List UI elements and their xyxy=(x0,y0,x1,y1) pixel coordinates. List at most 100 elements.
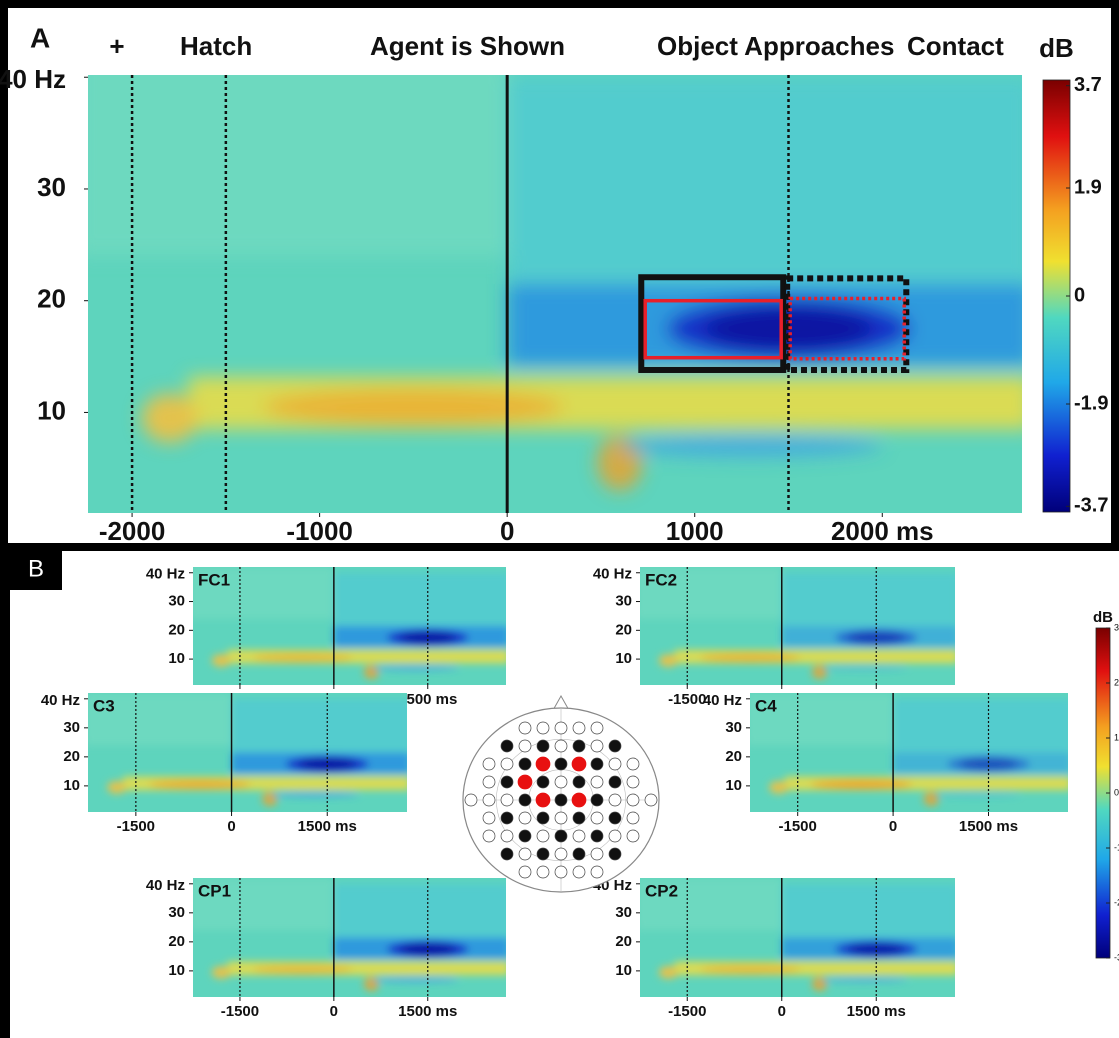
electrode xyxy=(500,757,514,771)
y-tick-label: 10 xyxy=(725,777,742,794)
electrode xyxy=(500,793,514,807)
y-tick-label: 10 xyxy=(615,962,632,979)
x-tick-label: 2000 ms xyxy=(831,516,934,546)
electrode xyxy=(536,865,550,879)
y-tick-label: 20 xyxy=(615,933,632,950)
electrode xyxy=(518,757,532,771)
spectrogram-blobs xyxy=(640,878,955,992)
electrode xyxy=(590,721,604,735)
electrode xyxy=(536,829,550,843)
electrode xyxy=(608,811,622,825)
x-tick-label: -1500 xyxy=(668,691,706,708)
colorbar-title: dB xyxy=(1039,33,1074,63)
spectral-blob xyxy=(107,780,127,794)
electrode xyxy=(590,739,604,753)
spectral-blob xyxy=(371,664,460,671)
spectral-blob xyxy=(141,393,198,443)
roi-box xyxy=(784,275,910,373)
spectrogram-blobs xyxy=(193,878,506,992)
electrode xyxy=(590,829,604,843)
x-tick-label: -1000 xyxy=(286,516,353,546)
y-tick-label: 30 xyxy=(725,719,742,736)
event-label: Object Approaches xyxy=(657,31,894,61)
electrode xyxy=(500,811,514,825)
electrode xyxy=(518,865,532,879)
colorbar-tick-label: 1.9 xyxy=(1074,176,1102,198)
spectral-blob xyxy=(399,943,456,955)
electrode xyxy=(518,829,532,843)
spectrogram xyxy=(193,878,506,997)
spectral-blob xyxy=(88,75,508,257)
spectral-blob xyxy=(810,779,913,790)
electrode xyxy=(554,757,568,771)
x-tick-label: -1500 xyxy=(221,1003,259,1020)
spectral-blob xyxy=(252,653,353,663)
y-tick-label: 30 xyxy=(615,904,632,921)
panel-b-frame xyxy=(0,547,10,1038)
roi-box xyxy=(638,274,787,373)
x-tick-label: -1500 xyxy=(117,818,155,835)
electrode xyxy=(554,775,568,789)
x-tick-label: 1500 ms xyxy=(298,818,357,835)
electrode xyxy=(572,811,586,825)
spectrogram-blobs xyxy=(750,693,1068,807)
spectrogram-blobs xyxy=(88,693,407,807)
subplot-title: FC1 xyxy=(198,570,230,589)
electrode xyxy=(482,757,496,771)
electrode xyxy=(518,739,532,753)
spectral-blob xyxy=(193,878,334,931)
panel-a-frame xyxy=(0,0,1119,551)
spectral-blob xyxy=(847,943,905,955)
panel-label: B xyxy=(28,555,44,582)
spectrogram-blobs xyxy=(640,567,955,680)
electrode-selected xyxy=(571,792,587,808)
electrode xyxy=(518,721,532,735)
colorbar-tick-label: -1 xyxy=(1114,842,1119,852)
colorbar xyxy=(1042,79,1071,513)
electrode xyxy=(500,829,514,843)
x-tick-label: 0 xyxy=(778,1003,786,1020)
x-tick-label: 1500 ms xyxy=(398,691,457,708)
electrode xyxy=(608,739,622,753)
electrode xyxy=(482,793,496,807)
electrode xyxy=(590,757,604,771)
electrode xyxy=(608,847,622,861)
electrode xyxy=(554,829,568,843)
electrode xyxy=(590,847,604,861)
y-tick-label: 10 xyxy=(615,650,632,667)
spectrogram xyxy=(640,567,955,685)
electrode xyxy=(554,847,568,861)
y-tick-label: 40 Hz xyxy=(41,692,80,709)
spectrogram xyxy=(193,567,506,685)
colorbar-tick-label: -3 xyxy=(1114,952,1119,962)
event-label: Agent is Shown xyxy=(370,31,565,61)
electrode xyxy=(536,775,550,789)
electrode-selected xyxy=(535,792,551,808)
spectral-blob xyxy=(211,965,231,979)
electrode xyxy=(518,847,532,861)
colorbar-tick-label: 3 xyxy=(1114,622,1119,632)
roi-box xyxy=(643,298,783,360)
electrode xyxy=(626,793,640,807)
y-tick-label: 40 Hz xyxy=(703,692,742,709)
spectral-blob xyxy=(211,654,231,667)
electrode xyxy=(572,847,586,861)
colorbar-tick-label: 0 xyxy=(1114,787,1119,797)
electrode xyxy=(608,757,622,771)
spectral-blob xyxy=(699,964,801,975)
electrode xyxy=(536,721,550,735)
y-tick-label: 20 xyxy=(37,284,66,314)
spectral-blob xyxy=(148,779,251,790)
electrode xyxy=(626,811,640,825)
electrode xyxy=(554,721,568,735)
spectral-blob xyxy=(640,878,782,931)
y-tick-label: 10 xyxy=(37,395,66,425)
x-tick-label: 0 xyxy=(889,818,897,835)
subplot-title: CP2 xyxy=(645,881,678,900)
x-tick-label: 0 xyxy=(500,516,514,546)
electrode xyxy=(590,865,604,879)
y-tick-label: 20 xyxy=(63,748,80,765)
x-tick-label: 0 xyxy=(330,1003,338,1020)
electrode xyxy=(572,775,586,789)
spectral-blob xyxy=(298,758,356,770)
